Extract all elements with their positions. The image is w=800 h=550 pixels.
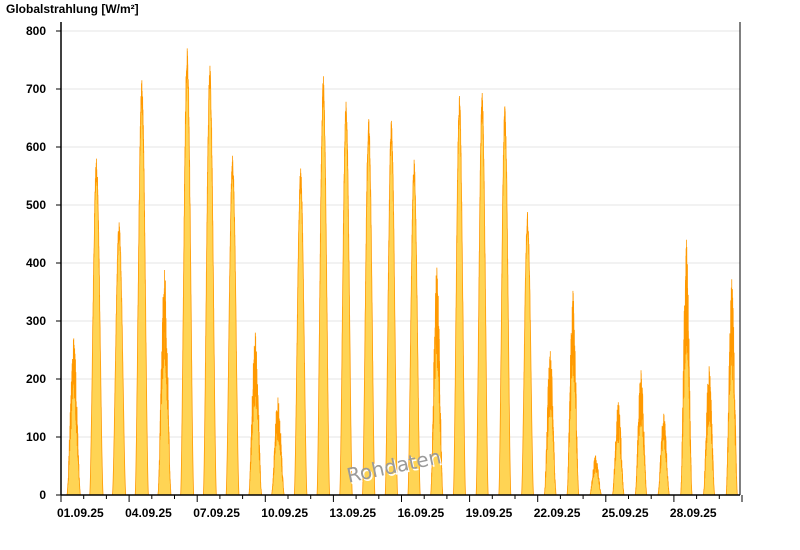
x-tick-label: 07.09.25 [193,506,240,520]
y-tick-label: 500 [26,198,46,212]
y-tick-label: 0 [39,488,46,502]
day-area-27.09.25 [657,413,670,496]
day-area-29.09.25 [702,366,716,496]
x-tick-label: 22.09.25 [534,506,581,520]
y-tick-label: 800 [26,24,46,38]
day-area-02.09.25 [89,158,104,496]
day-area-07.09.25 [202,65,217,496]
day-area-30.09.25 [725,279,738,496]
day-area-22.09.25 [543,351,557,496]
x-tick-label: 28.09.25 [670,506,717,520]
day-area-17.09.25 [430,267,444,496]
data-areas [66,48,738,496]
x-tick-label: 25.09.25 [602,506,649,520]
x-tick-label: 13.09.25 [329,506,376,520]
x-tick-label: 19.09.25 [466,506,513,520]
day-area-15.09.25 [384,120,398,496]
day-area-13.09.25 [339,101,353,496]
x-tick-label: 16.09.25 [398,506,445,520]
day-area-10.09.25 [270,397,285,496]
y-tick-label: 600 [26,140,46,154]
day-area-23.09.25 [566,290,580,496]
day-area-03.09.25 [111,222,127,496]
axes [56,22,743,502]
grid [61,30,740,438]
day-area-05.09.25 [157,269,172,496]
day-area-09.09.25 [248,332,263,496]
day-area-21.09.25 [521,211,534,496]
x-tick-label: 10.09.25 [261,506,308,520]
y-tick-label: 100 [26,430,46,444]
day-area-16.09.25 [407,159,421,496]
day-area-19.09.25 [475,93,489,496]
y-tick-label: 300 [26,314,46,328]
day-area-20.09.25 [498,106,512,496]
y-tick-label: 400 [26,256,46,270]
day-area-01.09.25 [66,338,82,496]
day-area-12.09.25 [316,76,331,496]
tick-labels: 0 100 200 300 400 500 600 700 800 01.09.25 04.09.2… [26,24,717,520]
day-area-14.09.25 [361,119,376,496]
day-area-25.09.25 [611,402,625,496]
y-tick-label: 200 [26,372,46,386]
day-area-11.09.25 [293,168,308,496]
day-area-28.09.25 [680,239,693,496]
day-area-24.09.25 [588,455,602,496]
chart-title: Globalstrahlung [W/m²] [6,2,139,16]
x-tick-label: 01.09.25 [57,506,104,520]
x-tick-label: 04.09.25 [125,506,172,520]
y-tick-label: 700 [26,82,46,96]
day-area-26.09.25 [634,370,648,496]
day-area-08.09.25 [225,155,240,496]
day-area-18.09.25 [452,95,466,496]
day-area-06.09.25 [180,48,195,496]
day-area-04.09.25 [134,80,149,496]
